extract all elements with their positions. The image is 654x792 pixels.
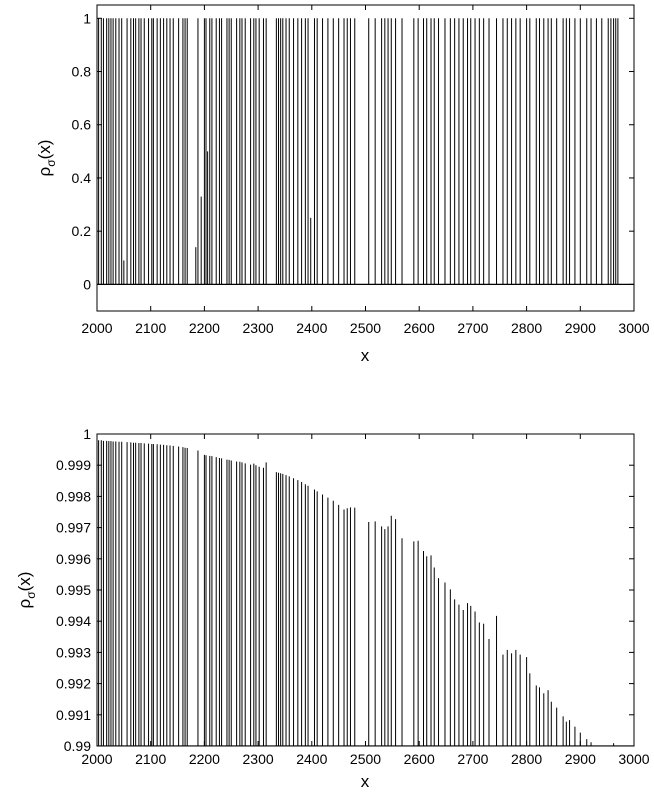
bottom-y-axis: 0.99 0.991 0.992 0.993 0.994 0.995 0.996 0.997 0…	[56, 426, 634, 754]
bottom-xtick-label-9: 2900	[565, 751, 596, 767]
top-xtick-label-1: 2100	[135, 320, 166, 336]
top-xtick-label-10: 3000	[618, 320, 649, 336]
bottom-chart: 2000 2100 2200 2300 2400 2500 2600 2700 2800 2900…	[15, 426, 650, 791]
top-xtick-label-3: 2300	[243, 320, 274, 336]
top-series-marks	[97, 18, 634, 285]
top-x-axis: 2000 2100 2200 2300 2400 2500 2600 2700 2800 2900…	[81, 5, 650, 336]
bottom-series-marks	[97, 440, 634, 746]
bottom-x-axis: 2000 2100 2200 2300 2400 2500 2600 2700 2800 2900…	[81, 434, 650, 767]
top-y-axis-label: ρσ(x)	[35, 140, 58, 177]
bottom-ytick-label-0: 0.99	[64, 738, 91, 754]
top-ytick-label-1: 0.2	[72, 223, 92, 239]
bottom-y-axis-label: ρσ(x)	[15, 572, 38, 609]
top-xtick-label-0: 2000	[81, 320, 112, 336]
top-ytick-label-5: 1	[83, 10, 91, 26]
bottom-y-axis-label-sub: σ	[24, 591, 38, 599]
top-chart: 2000 2100 2200 2300 2400 2500 2600 2700 2800 2900…	[35, 4, 650, 365]
bottom-xtick-label-2: 2200	[189, 751, 220, 767]
bottom-ytick-label-7: 0.997	[56, 520, 91, 536]
bottom-xtick-label-1: 2100	[135, 751, 166, 767]
bottom-xtick-label-7: 2700	[457, 751, 488, 767]
bottom-ytick-label-8: 0.998	[56, 488, 91, 504]
top-plot-area	[96, 4, 635, 312]
bottom-x-axis-label: x	[361, 772, 370, 791]
bottom-xtick-label-0: 2000	[81, 751, 112, 767]
top-xtick-label-5: 2500	[350, 320, 381, 336]
bottom-ytick-label-4: 0.994	[56, 613, 91, 629]
bottom-plot-area	[96, 433, 635, 747]
top-xtick-label-9: 2900	[565, 320, 596, 336]
top-xtick-label-2: 2200	[189, 320, 220, 336]
bottom-xtick-label-5: 2500	[350, 751, 381, 767]
bottom-y-axis-label-tail: (x)	[15, 572, 34, 592]
bottom-ytick-label-10: 1	[83, 426, 91, 442]
bottom-ytick-label-3: 0.993	[56, 644, 91, 660]
top-y-axis: 0 0.2 0.4 0.6 0.8 1	[72, 10, 634, 292]
top-y-axis-label-tail: (x)	[35, 140, 54, 160]
bottom-ytick-label-5: 0.995	[56, 582, 91, 598]
bottom-ytick-label-2: 0.992	[56, 676, 91, 692]
bottom-ytick-label-6: 0.996	[56, 551, 91, 567]
bottom-ytick-label-1: 0.991	[56, 707, 91, 723]
bottom-ytick-label-9: 0.999	[56, 457, 91, 473]
bottom-xtick-label-8: 2800	[511, 751, 542, 767]
top-xtick-label-8: 2800	[511, 320, 542, 336]
top-y-axis-label-sub: σ	[44, 159, 58, 167]
top-xtick-label-7: 2700	[457, 320, 488, 336]
top-x-axis-label: x	[361, 346, 370, 365]
top-ytick-label-4: 0.8	[72, 64, 92, 80]
bottom-xtick-label-4: 2400	[296, 751, 327, 767]
bottom-y-axis-label-main: ρ	[15, 599, 34, 609]
top-ytick-label-2: 0.4	[72, 170, 92, 186]
bottom-xtick-label-6: 2600	[404, 751, 435, 767]
top-xtick-label-6: 2600	[404, 320, 435, 336]
bottom-xtick-label-3: 2300	[243, 751, 274, 767]
top-y-axis-label-main: ρ	[35, 167, 54, 177]
bottom-xtick-label-10: 3000	[618, 751, 649, 767]
top-xtick-label-4: 2400	[296, 320, 327, 336]
top-ytick-label-0: 0	[83, 276, 91, 292]
top-ytick-label-3: 0.6	[72, 117, 92, 133]
